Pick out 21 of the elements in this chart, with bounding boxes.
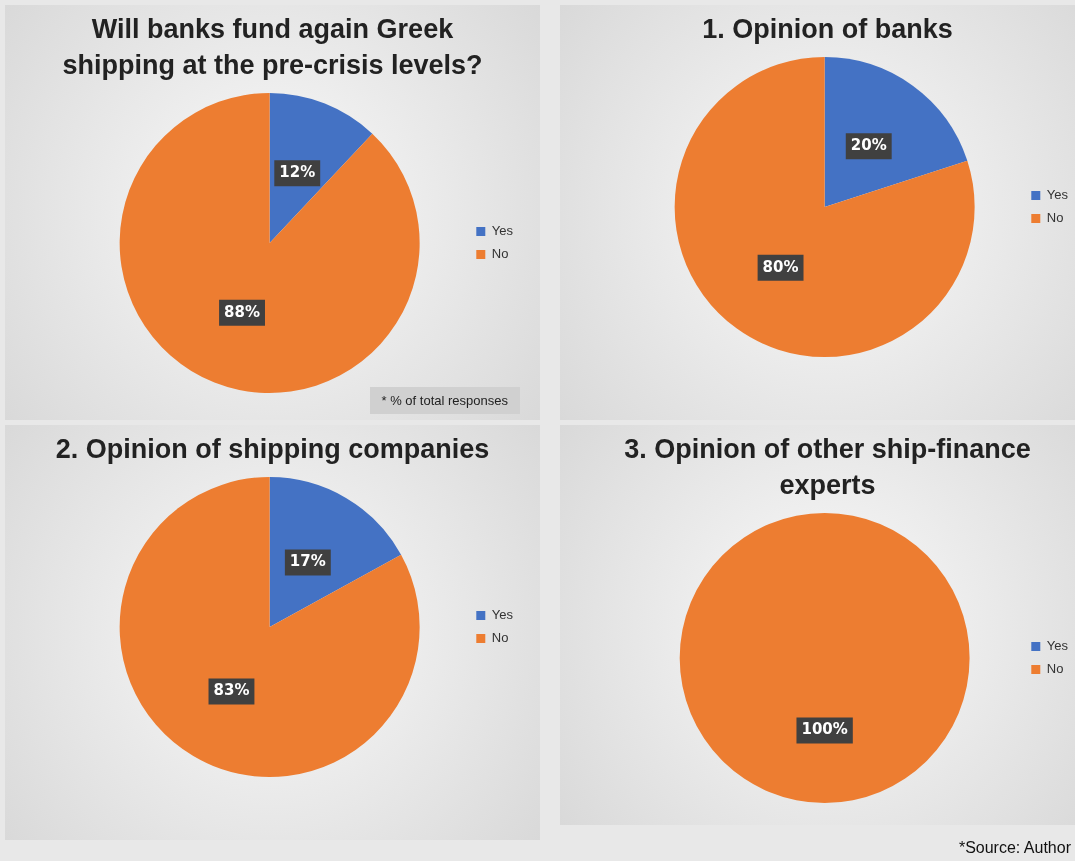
legend-label: No	[1046, 210, 1063, 226]
legend-label: Yes	[491, 223, 513, 239]
data-label: 88%	[223, 302, 260, 321]
legend-label: No	[1046, 661, 1063, 677]
text: *Source: Author	[958, 839, 1071, 857]
data-label: 80%	[762, 257, 799, 276]
data-label: 20%	[850, 136, 887, 155]
text: * % of total responses	[369, 387, 520, 414]
legend-label: No	[491, 246, 508, 262]
data-label: 12%	[278, 163, 315, 182]
legend-label: No	[491, 630, 508, 646]
data-label: 100%	[800, 720, 848, 739]
chart-title: 2. Opinion of shipping companies	[54, 433, 491, 466]
chart-title: 3. Opinion of other ship-finance experts	[623, 433, 1032, 502]
data-label: 17%	[289, 552, 326, 571]
legend-label: Yes	[1046, 187, 1068, 203]
legend-label: Yes	[491, 607, 513, 623]
legend-label: Yes	[1046, 638, 1068, 654]
data-label: 83%	[213, 681, 249, 700]
chart-title: Will banks fund again Greek shipping at the pre-crisis levels?	[61, 13, 484, 82]
chart-title: 1. Opinion of banks	[701, 13, 954, 46]
